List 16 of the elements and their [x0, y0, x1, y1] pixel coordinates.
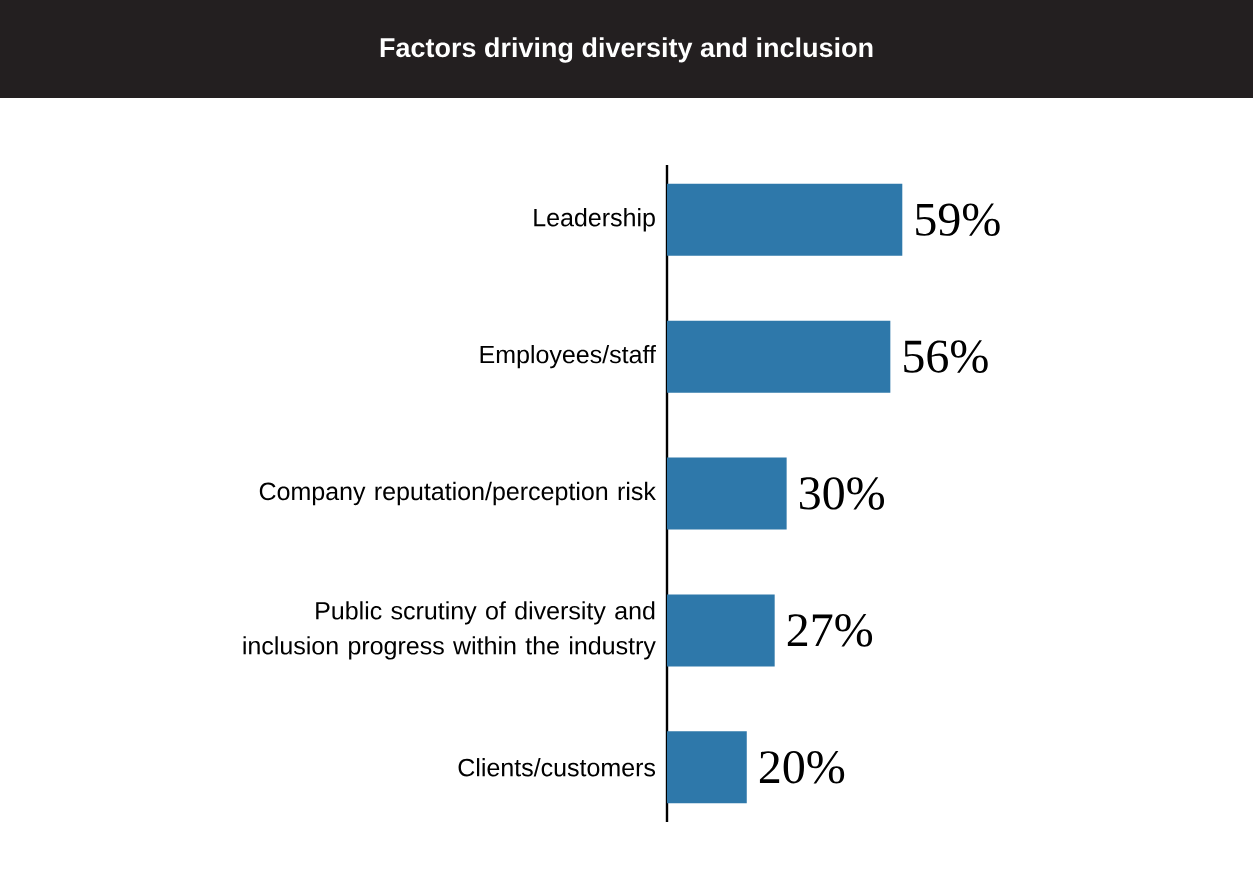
y-tick-label: Leadership [534, 208, 655, 232]
data-label: 20% [759, 750, 845, 784]
data-label: 30% [800, 477, 885, 510]
y-tick-label: Public scrutiny of diversity and inclusion progress within the industry [243, 601, 656, 660]
bar [667, 457, 787, 530]
y-tick-label: Company reputation/perception risk [259, 481, 656, 506]
chart-title: Factors driving diversity and inclusion [380, 37, 873, 63]
bar [667, 183, 903, 256]
data-label: 59% [916, 203, 1000, 237]
y-tick-label: Clients/customers [458, 758, 656, 777]
bar [667, 594, 775, 667]
data-label: 56% [904, 340, 988, 373]
bar [667, 320, 891, 393]
y-tick-label: Employees/staff [480, 344, 656, 369]
bar [667, 731, 747, 804]
data-label: 27% [787, 614, 873, 647]
